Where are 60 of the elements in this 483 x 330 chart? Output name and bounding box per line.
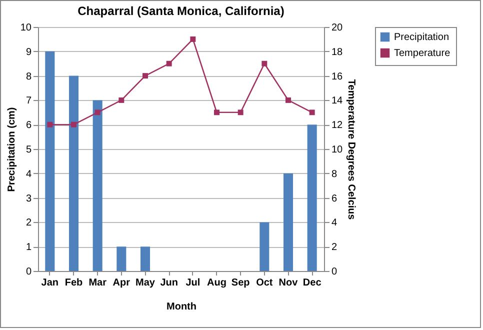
y2-tick-label: 0 bbox=[332, 266, 338, 278]
x-tick-label: Oct bbox=[256, 278, 274, 288]
x-tick-label: Mar bbox=[88, 278, 107, 288]
y-tick-label: 5 bbox=[26, 144, 32, 156]
x-tick-label: Jan bbox=[41, 278, 59, 288]
legend-label: Temperature bbox=[394, 48, 451, 59]
y2-axis-title: Temperature Degrees Celcius bbox=[346, 79, 357, 220]
y-axis-title: Precipitation (cm) bbox=[6, 107, 18, 192]
point bbox=[166, 60, 172, 66]
bar bbox=[307, 124, 317, 271]
y2-tick-label: 16 bbox=[332, 71, 344, 82]
x-tick-label: Dec bbox=[302, 278, 322, 288]
point bbox=[71, 122, 76, 128]
x-tick-label: May bbox=[136, 278, 156, 288]
bar bbox=[283, 173, 294, 271]
y-tick-label: 2 bbox=[26, 218, 32, 229]
y2-tick-label: 18 bbox=[332, 46, 344, 58]
x-tick-label: Jun bbox=[160, 278, 178, 288]
y-tick-label: 0 bbox=[26, 266, 32, 278]
legend-label: Precipitation bbox=[394, 32, 450, 43]
y2-tick-label: 12 bbox=[332, 120, 344, 132]
y-tick-label: 7 bbox=[26, 96, 32, 107]
y2-tick-label: 8 bbox=[332, 168, 338, 180]
point bbox=[262, 60, 268, 66]
y-tick-label: 8 bbox=[26, 71, 32, 82]
bar bbox=[92, 100, 102, 271]
y2-tick-label: 4 bbox=[332, 218, 338, 229]
y2-tick-label: 20 bbox=[332, 22, 344, 34]
point bbox=[94, 110, 100, 116]
point bbox=[47, 122, 53, 128]
point bbox=[286, 97, 291, 103]
chart-title: Chaparral (Santa Monica, California) bbox=[78, 4, 284, 18]
x-tick-label: Jul bbox=[186, 278, 200, 288]
x-tick-label: Nov bbox=[278, 278, 298, 288]
point bbox=[118, 97, 124, 103]
point bbox=[142, 73, 148, 79]
x-tick-label: Feb bbox=[64, 278, 83, 288]
y-tick-label: 6 bbox=[26, 120, 32, 132]
point bbox=[238, 110, 244, 116]
x-tick-label: Apr bbox=[112, 278, 130, 288]
point bbox=[190, 36, 196, 42]
y-tick-label: 1 bbox=[26, 242, 32, 254]
y2-tick-label: 6 bbox=[332, 193, 338, 204]
y-tick-label: 9 bbox=[26, 46, 32, 58]
y2-tick-label: 10 bbox=[332, 144, 344, 156]
x-axis-title: Month bbox=[166, 302, 196, 312]
bar bbox=[116, 246, 126, 271]
bar bbox=[45, 51, 55, 271]
y2-tick-label: 14 bbox=[332, 96, 344, 107]
y-tick-label: 3 bbox=[26, 193, 32, 204]
bar bbox=[140, 246, 150, 271]
x-tick-label: Sep bbox=[231, 278, 250, 288]
y-tick-label: 10 bbox=[20, 22, 32, 34]
y-tick-label: 4 bbox=[26, 168, 32, 180]
point bbox=[309, 110, 315, 116]
bar bbox=[260, 222, 270, 271]
x-tick-label: Aug bbox=[207, 278, 226, 288]
point bbox=[214, 110, 220, 116]
bar bbox=[68, 76, 79, 271]
y2-tick-label: 2 bbox=[332, 242, 338, 254]
